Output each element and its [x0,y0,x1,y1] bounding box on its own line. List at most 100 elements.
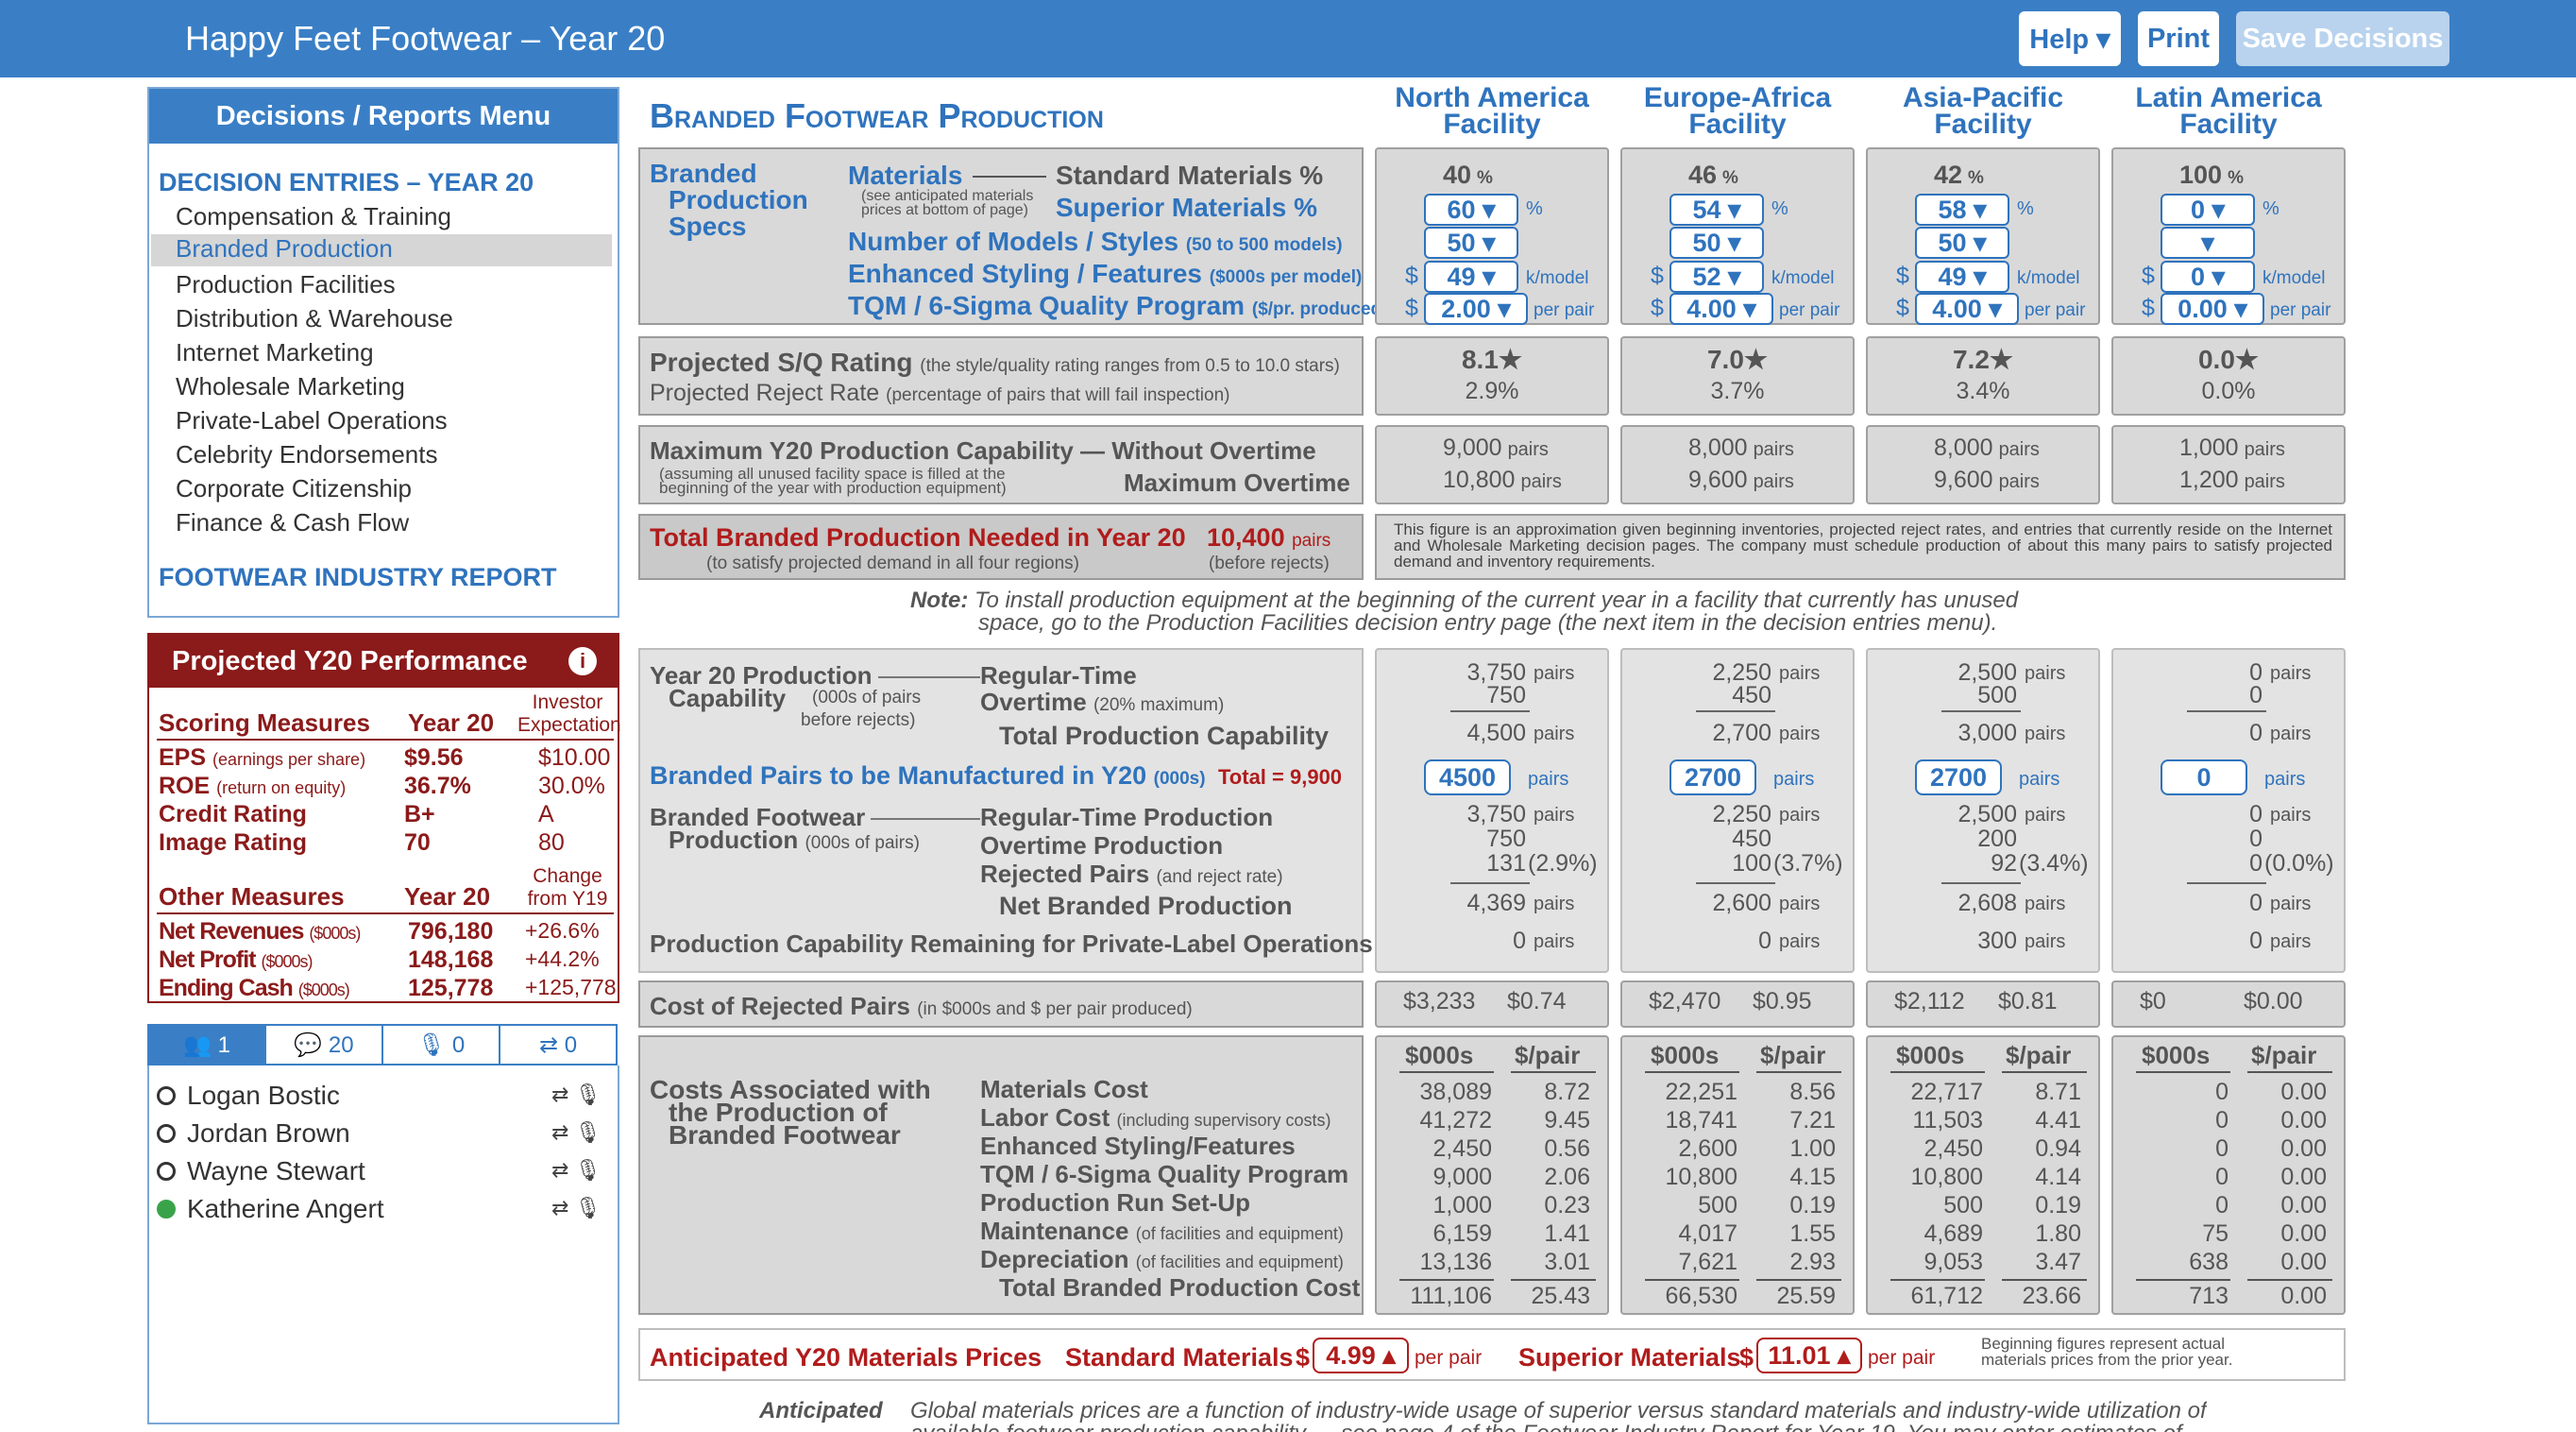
superior-materials-select[interactable]: 58 ▾ [1915,194,2009,226]
std-dollar-sign: $ [1296,1343,1311,1372]
superior-materials-label: Superior Materials % [1056,193,1317,222]
team-member[interactable]: Wayne Stewart [157,1156,365,1186]
facility-capability-box [1866,425,2100,504]
facility-sq-box [1375,336,1609,416]
superior-materials-select[interactable]: 54 ▾ [1669,194,1764,226]
tqm-select[interactable]: 0.00 ▾ [2161,293,2264,325]
performance-title: Projected Y20 Performance [172,645,528,676]
tab-team[interactable]: 👥 1 [149,1026,264,1064]
menu-item-celebrity[interactable]: Celebrity Endorsements [176,440,438,469]
menu-item-private-label[interactable]: Private-Label Operations [176,406,448,435]
capability-value: 9,000 pairs [1443,435,1549,462]
cost-per-pair-value: 0.00 [2280,1107,2327,1134]
decision-entries-heading[interactable]: DECISION ENTRIES – YEAR 20 [159,168,534,196]
mic-icon[interactable]: 🎙 [574,1120,602,1144]
sup-materials-price-input[interactable]: 11.01 ▴ [1756,1338,1862,1373]
styling-select[interactable]: 49 ▾ [1915,261,2009,293]
projected-performance: Projected Y20 Performance i Scoring Measu… [147,633,621,1003]
tqm-select[interactable]: 2.00 ▾ [1424,293,1528,325]
info-icon[interactable]: i [568,647,597,675]
branded-pairs-input[interactable]: 2700 [1915,759,2002,795]
help-button[interactable]: Help ▾ [2019,11,2121,66]
share-icon[interactable]: ⇄ [551,1083,569,1106]
tqm-select[interactable]: 4.00 ▾ [1669,293,1773,325]
industry-report-heading[interactable]: FOOTWEAR INDUSTRY REPORT [159,563,557,591]
team-panel [147,1065,619,1424]
production-value: 750 [1486,826,1526,853]
member-actions[interactable]: ⇄ 🎙 [551,1083,602,1107]
tqm-select[interactable]: 4.00 ▾ [1915,293,2019,325]
mic-icon[interactable]: 🎙 [574,1083,602,1106]
header-line [2136,1071,2230,1073]
pairs-unit: pairs [2019,769,2060,790]
menu-item-compensation[interactable]: Compensation & Training [176,202,451,230]
save-decisions-button[interactable]: Save Decisions [2236,11,2449,66]
std-materials-price-input[interactable]: 4.99 ▴ [1313,1338,1409,1373]
sq-rating-sub: (the style/quality rating ranges from 0.… [920,356,1340,376]
menu-item-finance[interactable]: Finance & Cash Flow [176,508,410,537]
other-label: Net Profit [159,946,256,973]
styling-select[interactable]: 49 ▾ [1424,261,1518,293]
member-actions[interactable]: ⇄ 🎙 [551,1196,602,1220]
superior-materials-select[interactable]: 60 ▾ [1424,194,1518,226]
menu-item-production-facilities[interactable]: Production Facilities [176,270,396,298]
std-per-pair: per pair [1415,1347,1483,1369]
without-overtime-label: — Without Overtime [1080,436,1316,465]
tab-chat[interactable]: 💬 20 [264,1026,381,1064]
team-member[interactable]: Logan Bostic [157,1081,340,1111]
sq-section: Projected S/Q Rating (the style/quality … [638,336,1364,416]
branded-pairs-input[interactable]: 4500 [1424,759,1511,795]
pairs-unit: pairs [1534,724,1575,744]
team-member[interactable]: Jordan Brown [157,1118,350,1149]
cost-per-pair-value: 25.43 [1531,1283,1590,1309]
cost-label: Total Branded Production Cost [999,1273,1361,1302]
standard-materials-label: Standard Materials % [1056,161,1324,190]
other-y20-value: 125,778 [408,975,494,1001]
mic-icon[interactable]: 🎙 [574,1196,602,1219]
member-actions[interactable]: ⇄ 🎙 [551,1120,602,1145]
production-number: 0 [1758,928,1771,954]
branded-pairs-input[interactable]: 2700 [1669,759,1756,795]
menu-item-internet-marketing[interactable]: Internet Marketing [176,338,374,367]
models-select[interactable]: ▾ [2161,227,2255,259]
other-change-value: +44.2% [525,946,600,971]
per-pair-unit: per pair [1534,300,1595,320]
costs-per-pair-header: $/pair [2251,1041,2317,1069]
menu-item-distribution[interactable]: Distribution & Warehouse [176,304,453,332]
branded-pairs-input[interactable]: 0 [2161,759,2247,795]
menu-item-branded-production[interactable]: Branded Production [151,234,612,266]
cost-total-value: 6,159 [1432,1220,1492,1247]
facility-header: Asia-Pacific Facility [1866,84,2100,139]
dollar-sign: $ [1651,295,1664,321]
share-icon[interactable]: ⇄ [551,1120,569,1144]
rejected-pairs-sub: (and reject rate) [1156,867,1283,887]
net-production-label: Net Branded Production [999,892,1293,920]
styling-select[interactable]: 52 ▾ [1669,261,1764,293]
menu-item-corporate-citizenship[interactable]: Corporate Citizenship [176,474,413,503]
member-actions[interactable]: ⇄ 🎙 [551,1158,602,1183]
menu-item-wholesale-marketing[interactable]: Wholesale Marketing [176,372,405,401]
models-select[interactable]: 50 ▾ [1915,227,2009,259]
pairs-unit: pairs [2025,805,2066,826]
cost-total-value: 22,717 [1910,1079,1983,1105]
pairs-unit: pairs [2244,471,2285,492]
mic-icon[interactable]: 🎙 [574,1158,602,1182]
production-number: 0 [2249,850,2262,877]
styling-select[interactable]: 0 ▾ [2161,261,2255,293]
models-select[interactable]: 50 ▾ [1424,227,1518,259]
capability-value: 1,000 pairs [2179,435,2285,462]
print-button[interactable]: Print [2138,11,2219,66]
superior-materials-select[interactable]: 0 ▾ [2161,194,2255,226]
team-member[interactable]: Katherine Angert [157,1194,384,1224]
pct-unit: % [1722,168,1738,188]
pct-unit: % [1968,168,1984,188]
models-select[interactable]: 50 ▾ [1669,227,1764,259]
tab-voice[interactable]: 🎙 0 [381,1026,499,1064]
share-icon[interactable]: ⇄ [551,1158,569,1182]
rejected-cost-per-pair: $0.95 [1753,988,1812,1014]
tab-share[interactable]: ⇄ 0 [499,1026,616,1064]
cost-per-pair-value: 0.23 [1544,1192,1590,1219]
cost-label: Maintenance [980,1217,1129,1245]
share-icon[interactable]: ⇄ [551,1196,569,1219]
materials-note-2: materials prices from the prior year. [1981,1351,2233,1369]
